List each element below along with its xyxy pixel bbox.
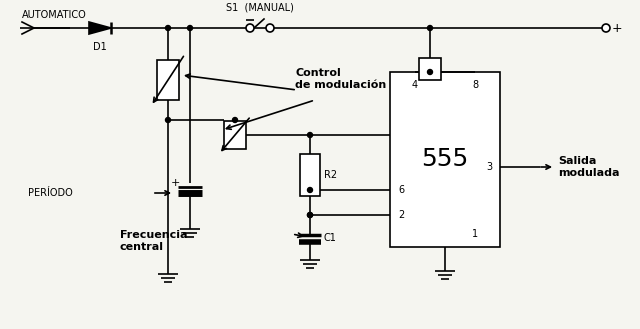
Text: R2: R2: [324, 170, 337, 180]
Circle shape: [188, 26, 193, 31]
Circle shape: [266, 24, 274, 32]
Circle shape: [166, 117, 170, 122]
Text: 3: 3: [486, 162, 492, 172]
Text: +: +: [170, 178, 180, 188]
Text: Salida
modulada: Salida modulada: [558, 156, 620, 178]
Circle shape: [246, 24, 254, 32]
Circle shape: [602, 24, 610, 32]
Text: PERÍODO: PERÍODO: [28, 188, 73, 198]
Text: 8: 8: [472, 80, 478, 90]
Circle shape: [307, 188, 312, 192]
Bar: [300, 154, 320, 196]
Circle shape: [166, 26, 170, 31]
Text: AUTOMATICO: AUTOMATICO: [22, 10, 87, 20]
Bar: [224, 121, 246, 149]
Polygon shape: [89, 22, 111, 34]
Bar: [419, 58, 441, 80]
Circle shape: [307, 213, 312, 217]
Circle shape: [307, 213, 312, 217]
Circle shape: [307, 133, 312, 138]
Circle shape: [232, 117, 237, 122]
Circle shape: [428, 69, 433, 74]
Text: 2: 2: [398, 210, 404, 220]
Text: C1: C1: [324, 233, 337, 243]
Text: 4: 4: [412, 80, 418, 90]
Text: Frecuencia
central: Frecuencia central: [120, 230, 188, 252]
Bar: [390, 72, 500, 247]
Text: Control
de modulación: Control de modulación: [295, 68, 387, 89]
Text: D1: D1: [93, 42, 107, 52]
Text: S1  (MANUAL): S1 (MANUAL): [226, 2, 294, 12]
Text: 1: 1: [472, 229, 478, 239]
Bar: [157, 60, 179, 100]
Circle shape: [428, 26, 433, 31]
Text: +: +: [612, 21, 623, 35]
Text: 555: 555: [421, 147, 468, 171]
Text: 6: 6: [398, 185, 404, 195]
